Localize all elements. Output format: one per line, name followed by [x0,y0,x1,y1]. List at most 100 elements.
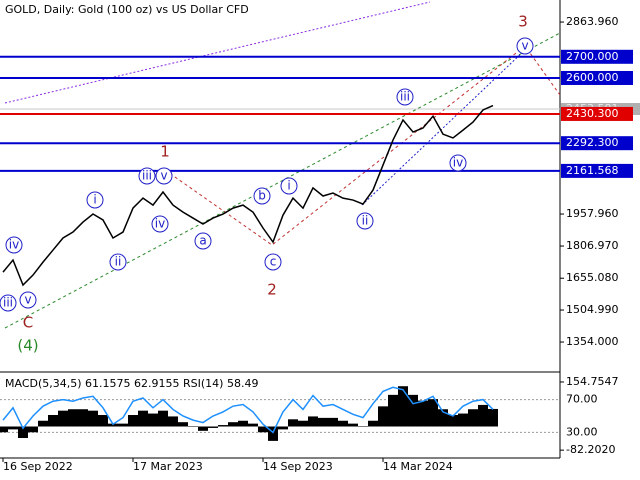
macd-bar [288,419,298,427]
y-tick-label: 1655.080 [566,271,619,284]
wave-label: ii [115,255,122,269]
macd-bar [358,426,368,428]
macd-bar [58,410,68,427]
macd-bar [448,414,458,427]
rsi-line [2,386,494,434]
macd-bar [238,420,248,427]
wave-label: iv [453,156,463,170]
macd-bar [458,413,468,427]
wave-label: C [23,314,33,332]
wave-label: v [24,293,31,307]
wave-path [164,45,561,246]
wave-label: iv [155,217,165,231]
macd-bar [88,410,98,427]
y-tick-label: 1354.000 [566,335,619,348]
macd-bar [388,394,398,427]
macd-bar [98,414,108,427]
macd-bar [128,414,138,427]
x-tick-label: 16 Sep 2022 [3,460,73,473]
wave-circle [280,177,298,195]
level-label: 2430.300 [566,107,619,120]
macd-bar [158,410,168,427]
macd-bar [48,414,58,427]
y2-tick-label: 30.00 [566,425,598,438]
macd-bar [428,399,438,427]
macd-bar [68,409,78,427]
wave-label: iii [142,169,152,183]
wave-circle [356,212,374,230]
macd-bar [418,400,428,427]
macd-bar [368,420,378,427]
macd-bar [398,386,408,427]
wave-label: iii [3,296,13,310]
macd-bar [188,426,198,428]
price-line [2,104,494,287]
macd-bar [148,413,158,427]
wave-label: ii [362,214,369,228]
wave-label: b [258,189,266,203]
y2-tick-label: 70.00 [566,393,598,406]
macd-bar [318,417,328,427]
macd-bar [228,422,238,427]
macd-bar [0,426,8,433]
wave-label: 3 [518,13,528,31]
macd-bar [278,426,288,430]
wave-path [361,49,526,206]
wave-circle [19,291,37,309]
y-tick-label: -82.2020 [566,443,615,456]
wave-circle [86,191,104,209]
y-tick-label: 154.7547 [566,375,619,388]
macd-bar [338,420,348,427]
level-box [561,49,633,64]
y-tick-label: 1957.960 [566,207,619,220]
level-label: 2161.568 [566,164,619,177]
level-label: 2700.000 [566,50,619,63]
wave-circle [253,187,271,205]
macd-bar [478,404,488,427]
macd-bar [328,417,338,427]
chart-title: GOLD, Daily: Gold (100 oz) vs US Dollar … [5,3,249,16]
y-tick-label: 1504.990 [566,303,619,316]
x-tick-label: 17 Mar 2023 [133,460,203,473]
wave-label: iv [9,238,19,252]
macd-bar [38,420,48,427]
macd-bar [308,416,318,427]
level-box [561,106,633,121]
macd-bar [78,409,88,427]
wave-circle [449,154,467,172]
x-tick-label: 14 Sep 2023 [263,460,333,473]
wave-circle [109,253,127,271]
macd-bar [198,426,208,431]
indicator-title: MACD(5,34,5) 61.1575 62.9155 RSI(14) 58.… [5,377,258,390]
wave-circle [0,294,17,312]
macd-bar [248,423,258,427]
macd-bar [178,422,188,427]
y-tick-label: 1806.970 [566,239,619,252]
trend-line [4,32,561,329]
wave-label: (4) [17,337,38,355]
wave-label: a [199,234,206,248]
wave-circle [396,88,414,106]
x-tick-label: 14 Mar 2024 [383,460,453,473]
macd-bar [488,408,498,427]
macd-bar [258,426,268,433]
macd-bar [468,409,478,427]
wave-label: i [93,193,96,207]
level-label: 2600.000 [566,71,619,84]
level-box [561,70,633,85]
wave-circle [138,167,156,185]
macd-bar [298,420,308,427]
macd-bar [378,406,388,427]
level-box [561,136,633,151]
level-box [561,163,633,178]
macd-bar [118,423,128,427]
macd-bar [268,426,278,441]
wave-label: c [270,255,277,269]
wave-label: v [521,39,528,53]
macd-bar [8,426,18,430]
wave-label: v [160,169,167,183]
level-label: 2292.300 [566,136,619,149]
wave-circle [194,232,212,250]
